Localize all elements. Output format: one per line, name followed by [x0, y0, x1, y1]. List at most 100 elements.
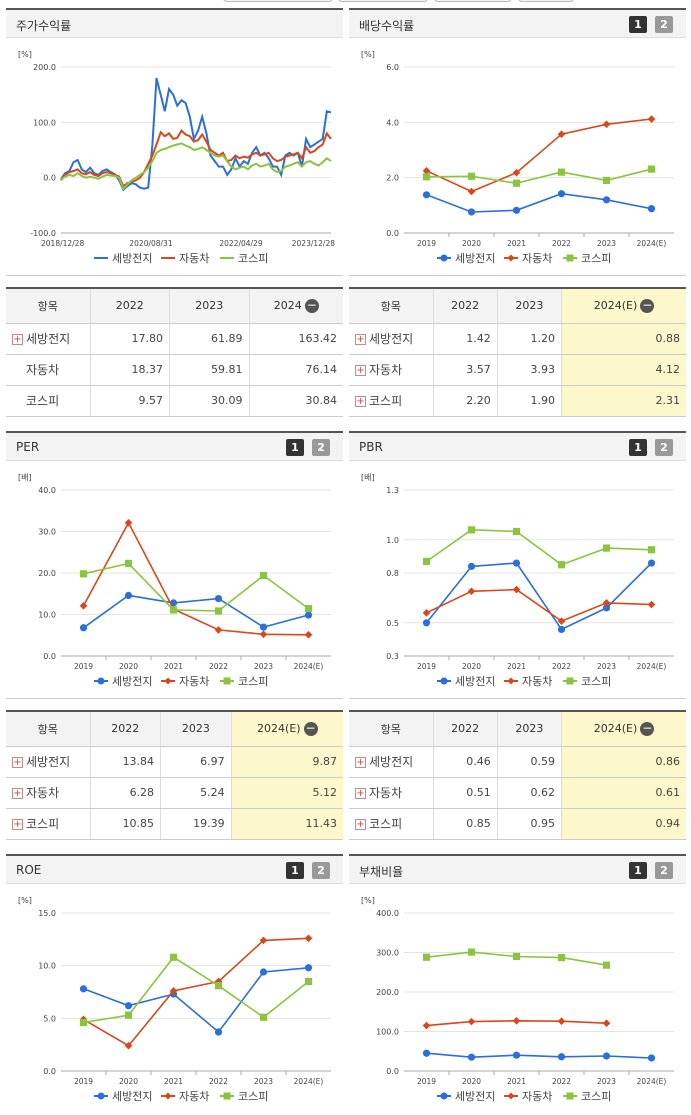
- header-label: 2023: [515, 722, 544, 736]
- table-header-item: 항목: [6, 712, 90, 747]
- table-cell: 1.42: [432, 323, 498, 355]
- data-point: [79, 624, 88, 632]
- panel-title: 부채비율: [359, 865, 404, 879]
- panel-header: PBR 1 2: [349, 431, 686, 461]
- row-name: 코스피: [369, 394, 403, 408]
- page-1-button[interactable]: 1: [629, 16, 647, 33]
- data-point: [259, 630, 268, 639]
- row-label: 코스피: [6, 385, 90, 417]
- x-tick-label: 2024(E): [294, 1077, 324, 1086]
- row-label[interactable]: + 코스피: [349, 808, 433, 840]
- legend-label: 세방전지: [112, 1090, 152, 1103]
- collapse-icon[interactable]: −: [640, 720, 655, 736]
- data-point: [467, 1053, 476, 1061]
- series-line: [426, 192, 652, 213]
- legend-label: 코스피: [581, 252, 611, 265]
- page-2-button[interactable]: 2: [655, 16, 673, 33]
- expand-icon[interactable]: +: [355, 819, 366, 830]
- row-label[interactable]: + 세방전지: [6, 746, 90, 778]
- row-label[interactable]: + 자동차: [349, 777, 433, 809]
- expand-icon[interactable]: +: [355, 788, 366, 799]
- chart-panel-per: PER 1 2 [배] 0.0 10.0 20.0 30.0 40.0 2019 2020 20…: [6, 431, 343, 701]
- expand-icon[interactable]: +: [12, 819, 23, 830]
- data-point: [602, 1052, 611, 1060]
- table-cell: 1.20: [496, 323, 562, 355]
- data-point: [602, 176, 611, 185]
- expand-icon[interactable]: +: [12, 334, 23, 345]
- row-label: 자동차: [6, 354, 90, 386]
- top-control[interactable]: [223, 0, 333, 2]
- expand-icon[interactable]: +: [355, 396, 366, 407]
- x-tick-label: 2022: [209, 662, 228, 671]
- page-2-button[interactable]: 2: [312, 862, 330, 879]
- table-row: + 세방전지 17.80 61.89 163.42: [6, 323, 343, 355]
- row-label[interactable]: + 자동차: [349, 354, 433, 386]
- row-label[interactable]: + 세방전지: [349, 746, 433, 778]
- top-control[interactable]: [434, 0, 512, 2]
- series-line: [83, 937, 309, 1047]
- data-point: [557, 625, 566, 634]
- table-header-year: 2022: [89, 289, 170, 324]
- legend-marker: [507, 677, 515, 685]
- row-label[interactable]: + 코스피: [349, 385, 433, 417]
- page-1-button[interactable]: 1: [629, 862, 647, 879]
- row-label[interactable]: + 자동차: [6, 777, 90, 809]
- data-point: [467, 526, 476, 534]
- chart: [%] 0.0 100.0 200.0 300.0 400.0 2019 2020 2021 20…: [361, 896, 674, 1103]
- legend-label: 자동차: [179, 252, 209, 265]
- page-2-button[interactable]: 2: [655, 439, 673, 456]
- data-point: [512, 1017, 521, 1025]
- expand-icon[interactable]: +: [12, 788, 23, 799]
- data-point: [304, 604, 313, 613]
- table-cell: 5.24: [160, 777, 232, 809]
- data-point: [647, 559, 656, 567]
- table-cell: 76.14: [248, 354, 343, 386]
- legend-label: 세방전지: [455, 1090, 495, 1103]
- table-stock-return: 항목 2022 2023 2024− + 세방전지 17.80 61.89 163.42 자동차 1…: [6, 287, 343, 417]
- expand-icon[interactable]: +: [12, 757, 23, 768]
- expand-icon[interactable]: +: [355, 334, 366, 345]
- y-tick-label: 100.0: [376, 1028, 399, 1037]
- x-tick-label: 2019: [74, 662, 93, 671]
- page-1-button[interactable]: 1: [286, 862, 304, 879]
- y-tick-label: 1.0: [386, 536, 399, 545]
- top-control[interactable]: [338, 0, 428, 2]
- x-tick-label: 2023: [254, 1077, 273, 1086]
- row-label[interactable]: + 세방전지: [6, 323, 90, 355]
- table-cell: 2.20: [432, 385, 498, 417]
- table-header-item: 항목: [6, 289, 90, 324]
- legend-marker: [507, 1092, 515, 1100]
- collapse-icon[interactable]: −: [304, 297, 319, 313]
- collapse-icon[interactable]: −: [303, 720, 318, 736]
- y-tick-label: 2.0: [386, 174, 399, 183]
- y-tick-label: 5.0: [43, 1014, 56, 1023]
- chart: [배] 0.3 0.5 0.8 1.0 1.3 2019 2020 2021 2022 2023 20…: [361, 473, 674, 688]
- table-row: + 자동차 0.51 0.62 0.61: [349, 777, 686, 809]
- table-cell: 19.39: [160, 808, 232, 840]
- table-cell: 0.86: [561, 746, 686, 778]
- table-row: + 세방전지 0.46 0.59 0.86: [349, 746, 686, 778]
- page-2-button[interactable]: 2: [312, 439, 330, 456]
- expand-icon[interactable]: +: [355, 757, 366, 768]
- unit-label: [%]: [361, 50, 375, 59]
- row-name: 자동차: [26, 363, 60, 377]
- x-tick-label: 2020: [462, 239, 481, 248]
- page-2-button[interactable]: 2: [655, 862, 673, 879]
- table-cell: 0.88: [561, 323, 686, 355]
- data-point: [467, 208, 476, 216]
- row-label[interactable]: + 코스피: [6, 808, 90, 840]
- row-label[interactable]: + 세방전지: [349, 323, 433, 355]
- series-line: [60, 77, 332, 192]
- legend-label: 세방전지: [455, 675, 495, 688]
- y-tick-label: 300.0: [376, 949, 399, 958]
- data-point: [124, 559, 133, 568]
- collapse-icon[interactable]: −: [640, 297, 655, 313]
- row-name: 세방전지: [369, 755, 414, 769]
- expand-icon[interactable]: +: [355, 365, 366, 376]
- table-row: + 자동차 3.57 3.93 4.12: [349, 354, 686, 386]
- top-control[interactable]: [518, 0, 574, 2]
- header-label: 항목: [380, 299, 401, 313]
- x-tick-label: 2023: [254, 662, 273, 671]
- page-1-button[interactable]: 1: [629, 439, 647, 456]
- page-1-button[interactable]: 1: [286, 439, 304, 456]
